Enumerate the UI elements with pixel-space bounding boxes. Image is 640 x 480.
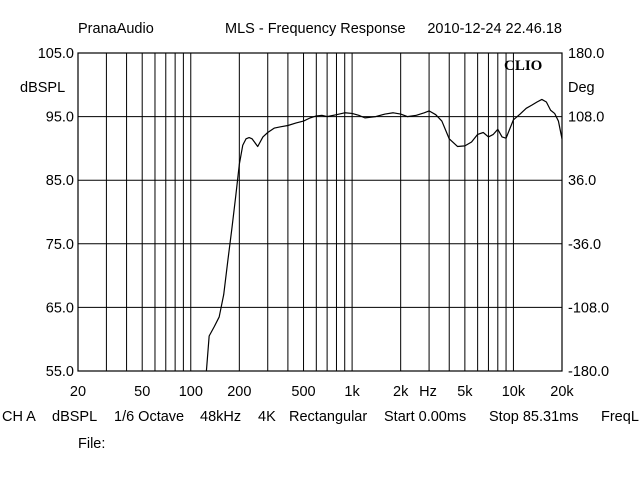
axis-labels: 20 50 100 200 500 1k 2k 5k 10k 20k 55.0 65.0 75.0 85.…: [38, 46, 609, 400]
y2-tick-label: 180.0: [568, 46, 604, 62]
x-tick-label: 20: [70, 384, 86, 400]
y2-tick-label: -108.0: [568, 300, 609, 316]
clio-logo: CLIO: [504, 58, 542, 74]
y-tick-label: 75.0: [46, 237, 74, 253]
freq-label: FreqL: [601, 409, 639, 425]
sample-rate-label: 48kHz: [200, 409, 242, 425]
y-tick-label: 55.0: [46, 364, 74, 380]
y2-tick-label: -36.0: [568, 237, 601, 253]
x-tick-label: 50: [134, 384, 150, 400]
y-axis-label: dBSPL: [20, 80, 65, 96]
x-tick-label: 1k: [344, 384, 360, 400]
channel-label: CH A: [2, 409, 36, 425]
trace-layer: [205, 98, 563, 372]
plot-frame: [77, 52, 563, 372]
y-tick-label: 105.0: [38, 46, 74, 62]
x-tick-label: 10k: [502, 384, 526, 400]
grid: [78, 52, 562, 372]
window-label: Rectangular: [289, 409, 368, 425]
x-tick-label: 20k: [550, 384, 574, 400]
smoothing-label: 1/6 Octave: [114, 409, 185, 425]
y2-axis-label: Deg: [568, 80, 595, 96]
brand-label: PranaAudio: [78, 21, 154, 37]
stop-time-label: Stop 85.31ms: [489, 409, 579, 425]
file-label: File:: [78, 436, 106, 452]
y2-tick-label: 36.0: [568, 173, 596, 189]
y-tick-label: 95.0: [46, 110, 74, 126]
x-axis-label: Hz: [419, 384, 437, 400]
x-tick-label: 200: [227, 384, 251, 400]
y2-tick-label: 108.0: [568, 110, 604, 126]
y-tick-label: 85.0: [46, 173, 74, 189]
response-trace: [205, 98, 563, 372]
y-tick-label: 65.0: [46, 300, 74, 316]
x-tick-label: 2k: [393, 384, 409, 400]
start-time-label: Start 0.00ms: [384, 409, 467, 425]
fft-size-label: 4K: [258, 409, 276, 425]
timestamp: 2010-12-24 22.46.18: [427, 21, 562, 37]
y2-tick-label: -180.0: [568, 364, 609, 380]
unit-label: dBSPL: [52, 409, 98, 425]
x-tick-label: 500: [291, 384, 315, 400]
measurement-title: MLS - Frequency Response: [225, 21, 406, 37]
x-tick-label: 100: [179, 384, 203, 400]
x-tick-label: 5k: [457, 384, 473, 400]
